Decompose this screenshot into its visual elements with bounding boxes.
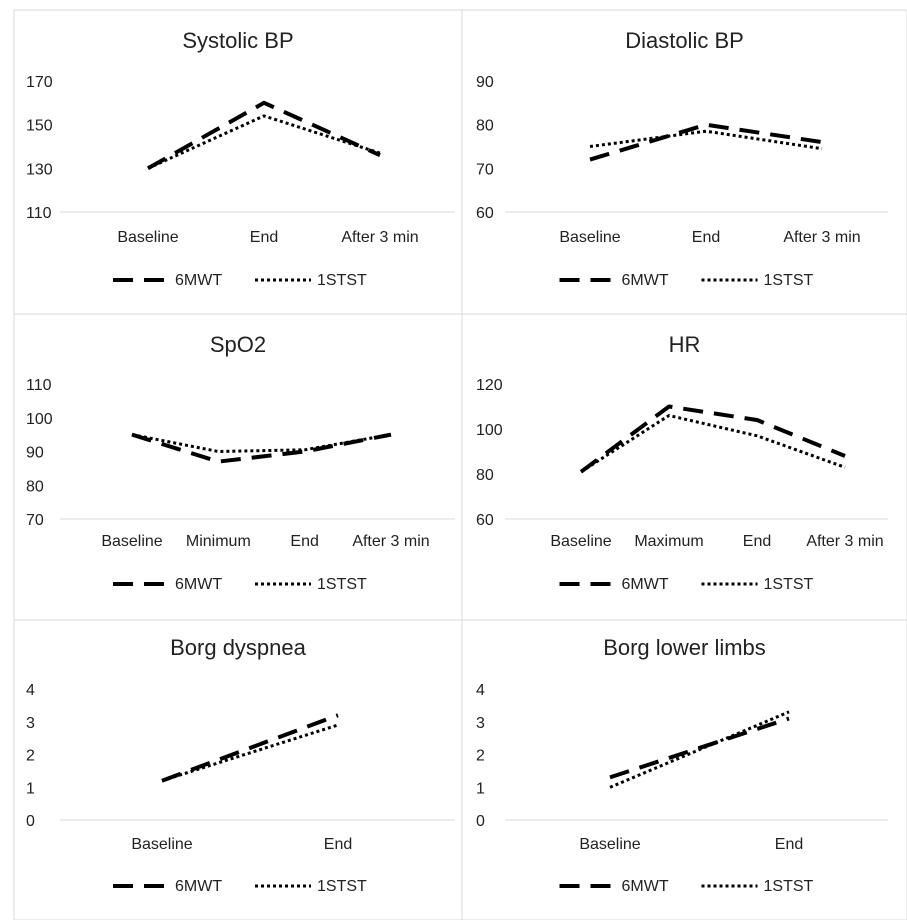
y-tick-label: 150 [26, 118, 53, 135]
legend-label-6mwt: 6MWT [622, 576, 669, 593]
y-tick-label: 80 [476, 467, 494, 484]
y-tick-label: 170 [26, 74, 53, 91]
legend-label-1stst: 1STST [764, 272, 814, 289]
x-tick-label: Maximum [634, 533, 703, 550]
y-tick-label: 4 [476, 682, 485, 699]
x-tick-label: After 3 min [352, 533, 429, 550]
panel-border [461, 619, 907, 920]
series-line-6mwt [589, 122, 823, 162]
y-tick-label: 2 [476, 748, 485, 765]
x-tick-label: Baseline [559, 229, 620, 246]
chart-panel-1: Systolic BP 170 150 130 110 Baseline End After … [13, 9, 463, 315]
y-tick-label: 4 [26, 682, 35, 699]
y-tick-label: 80 [26, 478, 44, 495]
x-tick-label: Baseline [117, 229, 178, 246]
legend-label-6mwt: 6MWT [175, 878, 222, 895]
y-tick-label: 0 [476, 813, 485, 830]
y-tick-label: 1 [476, 780, 485, 797]
legend-label-6mwt: 6MWT [622, 878, 669, 895]
legend-label-1stst: 1STST [764, 576, 814, 593]
series-line-1stst [161, 723, 339, 783]
chart-title: SpO2 [210, 332, 266, 357]
series-line-1stst [147, 114, 381, 170]
y-tick-label: 1 [26, 780, 35, 797]
x-tick-label: End [775, 836, 803, 853]
y-tick-label: 110 [26, 205, 52, 222]
series-line-1stst [131, 433, 392, 453]
y-tick-label: 100 [26, 411, 53, 428]
y-tick-label: 2 [26, 748, 35, 765]
y-tick-label: 110 [26, 377, 52, 394]
x-tick-label: Baseline [550, 533, 611, 550]
panel-border [13, 619, 463, 920]
chart-title: HR [669, 332, 701, 357]
x-tick-label: Baseline [131, 836, 192, 853]
x-tick-label: Baseline [579, 836, 640, 853]
legend-label-6mwt: 6MWT [622, 272, 669, 289]
series-line-1stst [580, 414, 846, 474]
legend-label-6mwt: 6MWT [175, 272, 222, 289]
y-tick-label: 60 [476, 205, 494, 222]
x-tick-label: End [250, 229, 278, 246]
x-tick-label: Minimum [186, 533, 251, 550]
legend-label-1stst: 1STST [317, 576, 367, 593]
x-tick-label: After 3 min [806, 533, 883, 550]
legend-label-1stst: 1STST [317, 878, 367, 895]
y-tick-label: 3 [476, 715, 485, 732]
chart-panel-3: SpO2 110 100 90 80 70 Baseline Minimum End After … [13, 313, 463, 621]
y-tick-label: 90 [26, 445, 44, 462]
chart-title: Diastolic BP [625, 28, 744, 53]
y-tick-label: 70 [26, 512, 44, 529]
chart-panel-4: HR 120 100 80 60 Baseline Maximum End After 3 mi… [461, 313, 907, 621]
y-tick-label: 3 [26, 715, 35, 732]
panel-border [13, 313, 463, 621]
x-tick-label: End [324, 836, 352, 853]
panel-border [461, 9, 907, 315]
panel-border [13, 9, 463, 315]
y-tick-label: 90 [476, 74, 494, 91]
series-line-6mwt [147, 100, 381, 171]
y-tick-label: 60 [476, 512, 494, 529]
series-line-6mwt [161, 713, 339, 783]
y-tick-label: 130 [26, 161, 53, 178]
chart-panel-6: Borg lower limbs 4 3 2 1 0 Baseline End 6MWT 1STS… [461, 619, 907, 920]
x-tick-label: After 3 min [341, 229, 418, 246]
x-tick-label: Baseline [101, 533, 162, 550]
chart-title: Borg lower limbs [603, 635, 766, 660]
legend-label-1stst: 1STST [764, 878, 814, 895]
legend-label-6mwt: 6MWT [175, 576, 222, 593]
chart-panel-5: Borg dyspnea 4 3 2 1 0 Baseline End 6MWT 1STST [13, 619, 463, 920]
legend-label-1stst: 1STST [317, 272, 367, 289]
x-tick-label: After 3 min [783, 229, 860, 246]
chart-title: Systolic BP [182, 28, 293, 53]
x-tick-label: End [692, 229, 720, 246]
chart-panel-2: Diastolic BP 90 80 70 60 Baseline End After 3 m… [461, 9, 907, 315]
panel-border [461, 313, 907, 621]
chart-title: Borg dyspnea [170, 635, 307, 660]
y-tick-label: 100 [476, 422, 503, 439]
y-tick-label: 70 [476, 161, 494, 178]
y-tick-label: 80 [476, 118, 494, 135]
x-tick-label: End [743, 533, 771, 550]
y-tick-label: 120 [476, 377, 503, 394]
y-tick-label: 0 [26, 813, 35, 830]
series-line-1stst [609, 710, 790, 789]
series-line-6mwt [609, 716, 790, 780]
x-tick-label: End [290, 533, 318, 550]
